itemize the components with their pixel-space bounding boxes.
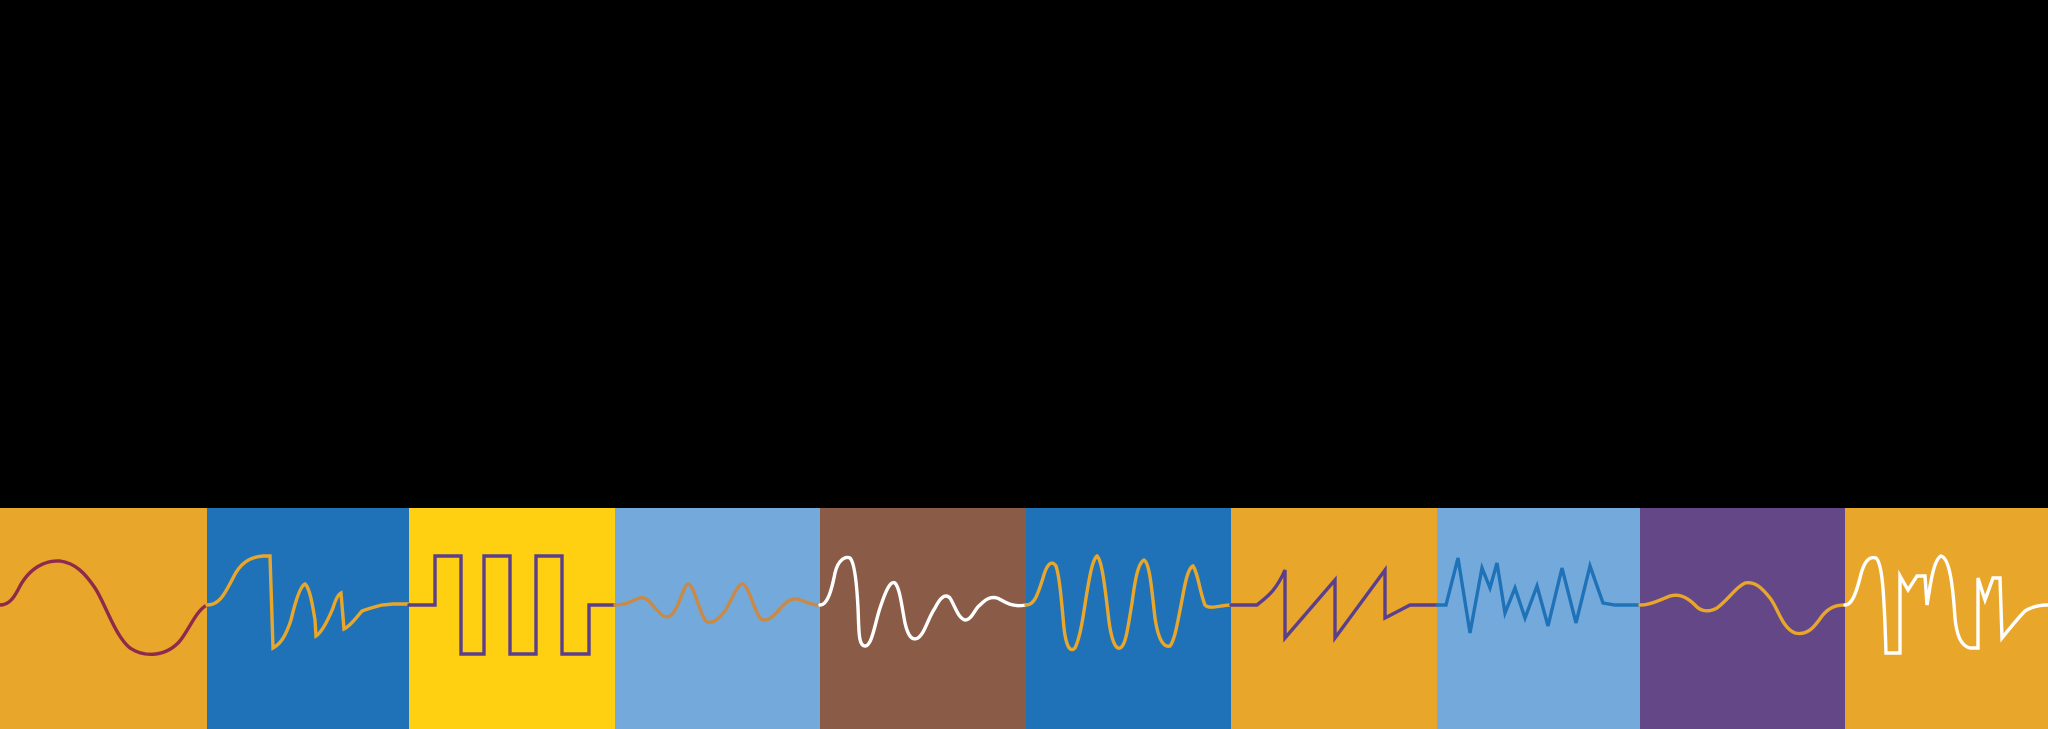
noise-zigzag-panel [1437,508,1641,729]
sine-wave-icon [0,559,209,656]
mixed-wave-panel [1845,508,2048,729]
decaying-sawtooth-wave-icon [205,554,411,651]
waveform-strip-svg [0,508,2048,729]
noise-zigzag-wave-icon [1435,557,1642,634]
decaying-pulse-panel [207,508,410,729]
sawtooth-wave-icon [1229,564,1439,644]
square-wave-panel [409,508,616,729]
gentle-wave-panel [1640,508,1846,729]
mixed-wave-icon [1843,554,2048,655]
damped-oscillation-panel [820,508,1027,729]
gentle-wave-icon [1638,580,1847,636]
damped-oscillation-icon [818,555,1028,648]
small-ripple-wave-icon [613,582,822,625]
square-wave-icon [407,554,617,656]
sine-wave-panel [0,508,208,729]
black-background-area [0,0,2048,508]
high-frequency-sine-icon [1024,553,1233,652]
waveform-strip [0,508,2048,729]
